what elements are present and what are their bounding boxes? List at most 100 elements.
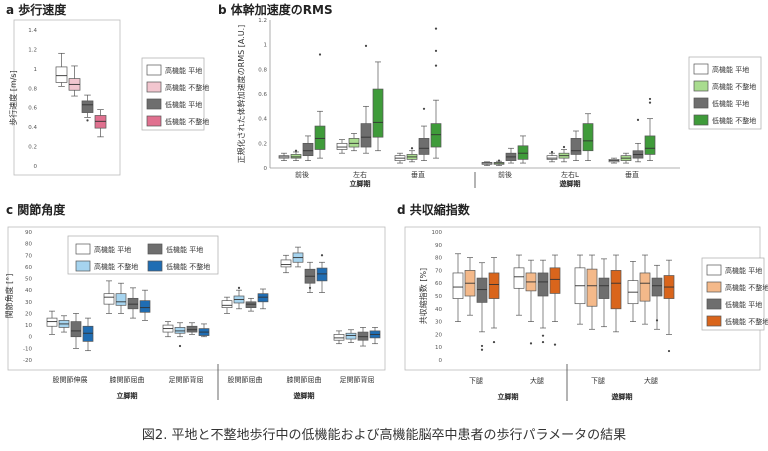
category-label: 垂直 <box>625 170 639 179</box>
legend-label: 高機能 平地 <box>712 65 749 74</box>
box-iqr <box>333 334 345 341</box>
outlier-point <box>422 107 426 110</box>
box-iqr <box>549 267 561 294</box>
y-tick-label: 80 <box>435 256 442 262</box>
phase-label: 立脚期 <box>117 391 138 400</box>
outlier-point <box>434 49 438 52</box>
outlier-point <box>492 340 496 344</box>
category-label: 左右 <box>353 170 367 179</box>
box-iqr <box>644 135 656 155</box>
y-tick-label: 80 <box>25 242 32 248</box>
box-iqr <box>418 138 430 155</box>
legend-label: 高機能 不整地 <box>165 83 209 92</box>
phase-label: 遊脚期 <box>294 391 315 400</box>
category-label: 足関節背屈 <box>340 375 375 384</box>
outlier-point <box>434 64 438 67</box>
phase-label: 立脚期 <box>350 179 371 188</box>
y-tick-label: 0.4 <box>258 117 267 123</box>
outlier-point <box>294 149 298 152</box>
outlier-point <box>667 349 671 353</box>
box-iqr <box>70 321 82 338</box>
box-iqr <box>345 332 357 340</box>
category-label: 膝関節屈曲 <box>110 375 145 384</box>
legend-label: 低機能 平地 <box>725 300 762 309</box>
y-tick-label: -20 <box>23 358 32 364</box>
category-label: 前後 <box>295 170 309 179</box>
panel-frame-c <box>7 226 386 371</box>
legend-label: 高機能 不整地 <box>94 262 138 271</box>
box-iqr <box>430 123 442 148</box>
y-tick-label: 100 <box>432 230 443 236</box>
y-tick-label: 1.2 <box>258 18 267 24</box>
panel-a: a 歩行速度 0 0.2 0.4 0.6 0.8 1 1.2 1.4 歩行速度 [m/s] 高機能 … <box>6 2 209 176</box>
panel-title-a: a 歩行速度 <box>6 2 67 17</box>
legend-swatch <box>147 260 163 272</box>
legend-label: 高機能 不整地 <box>712 82 756 91</box>
y-tick-label: 0.6 <box>258 92 267 98</box>
box-iqr <box>360 123 372 148</box>
y-tick-label: 20 <box>25 311 32 317</box>
y-tick-label: 0.2 <box>28 145 37 151</box>
box-iqr <box>517 145 529 160</box>
y-tick-label: 60 <box>25 265 32 271</box>
y-tick-label: 50 <box>435 294 442 300</box>
legend-label: 低機能 不整地 <box>166 262 210 271</box>
legend-swatch <box>146 81 162 93</box>
phase-label: 遊脚期 <box>560 179 581 188</box>
legend-label: 低機能 平地 <box>165 100 202 109</box>
outlier-point <box>655 319 659 322</box>
outlier-point <box>308 286 312 289</box>
box-iqr <box>82 325 94 342</box>
category-label: 股関節伸展 <box>53 375 88 384</box>
y-tick-label: 60 <box>435 281 442 287</box>
y-tick-label: 70 <box>25 253 32 259</box>
category-label: 大腿 <box>530 376 544 385</box>
legend-swatch <box>693 97 709 109</box>
box-iqr <box>127 297 139 310</box>
outlier-point <box>237 286 241 289</box>
legend-label: 高機能 不整地 <box>725 283 768 292</box>
box-iqr <box>570 138 582 155</box>
outlier-point <box>318 53 322 56</box>
panel-b: b 体幹加速度のRMS 0 0.2 0.4 0.6 0.8 1 1.2 正規化された体幹加速度の… <box>218 2 762 188</box>
category-label: 足関節背屈 <box>169 375 204 384</box>
box-iqr <box>372 88 384 138</box>
outlier-point <box>178 344 182 348</box>
box-iqr <box>280 259 292 268</box>
outlier-point <box>320 254 324 257</box>
y-tick-label: 0 <box>264 166 268 172</box>
box-iqr <box>586 268 598 307</box>
legend-label: 高機能 平地 <box>725 266 762 275</box>
y-tick-label: 0.4 <box>28 125 37 131</box>
outlier-point <box>480 344 484 348</box>
outlier-point <box>410 147 414 150</box>
legend-box <box>67 235 219 275</box>
box-iqr <box>103 293 115 305</box>
outlier-point <box>648 97 652 101</box>
outlier-point <box>562 145 566 149</box>
y-tick-label: 0 <box>29 335 33 341</box>
y-tick-label: 40 <box>25 288 32 294</box>
category-label: 股関節屈曲 <box>228 375 263 384</box>
y-tick-label: 90 <box>25 230 32 236</box>
outlier-point <box>541 334 545 337</box>
legend-label: 低機能 平地 <box>166 245 203 254</box>
y-tick-label: 40 <box>435 307 442 313</box>
outlier-point <box>480 348 484 351</box>
box-iqr <box>598 277 610 299</box>
outlier-point <box>497 159 501 162</box>
box-iqr <box>316 267 328 282</box>
outlier-point <box>529 342 533 345</box>
y-axis-label: 歩行速度 [m/s] <box>8 70 18 125</box>
y-tick-label: 0.2 <box>258 141 267 147</box>
box-iqr <box>221 300 233 308</box>
box-iqr <box>257 293 269 303</box>
y-tick-label: 0.6 <box>28 106 37 112</box>
legend-swatch <box>706 264 722 276</box>
panel-title-d: d 共収縮指数 <box>397 202 471 217</box>
panel-title-b: b 体幹加速度のRMS <box>218 2 333 17</box>
box-iqr <box>46 317 58 327</box>
box-iqr <box>81 100 94 113</box>
y-tick-label: 0.8 <box>28 86 37 92</box>
panel-title-c: c 関節角度 <box>6 202 66 217</box>
